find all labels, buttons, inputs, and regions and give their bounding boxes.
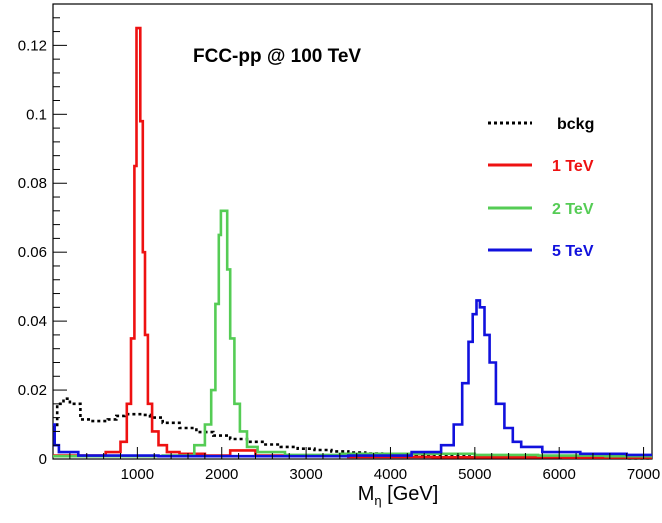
y-tick-label: 0.12 bbox=[18, 37, 47, 54]
x-tick-label: 7000 bbox=[627, 466, 660, 483]
plot-frame bbox=[52, 3, 653, 460]
legend-label-2tev: 2 TeV bbox=[552, 201, 594, 218]
x-axis-label: Mη [GeV] bbox=[358, 483, 439, 508]
series-layer bbox=[53, 26, 652, 460]
x-tick-label: 4000 bbox=[374, 466, 407, 483]
y-tick-label: 0.02 bbox=[18, 382, 47, 399]
y-tick-label: 0.1 bbox=[26, 106, 47, 123]
y-tick-label: 0.08 bbox=[18, 175, 47, 192]
legend-label-1tev: 1 TeV bbox=[552, 158, 594, 175]
x-tick-label: 2000 bbox=[205, 466, 238, 483]
series-line-2-tev bbox=[53, 209, 652, 458]
series-line-5-tev bbox=[53, 299, 652, 458]
x-tick-label: 6000 bbox=[543, 466, 576, 483]
y-tick-label: 0.06 bbox=[18, 244, 47, 261]
y-tick-label: 0.04 bbox=[18, 313, 47, 330]
x-tick-label: 1000 bbox=[121, 466, 154, 483]
legend-label-5tev: 5 TeV bbox=[552, 243, 594, 260]
y-tick-label: 0 bbox=[39, 451, 47, 468]
x-axis-label-sub: η bbox=[374, 493, 381, 508]
x-tick-label: 3000 bbox=[289, 466, 322, 483]
x-tick-label: 5000 bbox=[458, 466, 491, 483]
legend-label-bckg: bckg bbox=[557, 116, 594, 133]
chart-title: FCC-pp @ 100 TeV bbox=[193, 46, 361, 67]
x-axis-label-unit: [GeV] bbox=[382, 483, 439, 505]
axis-layer: 1000 2000 3000 4000 5000 6000 7000 0 0.02 0.04 0.0… bbox=[18, 17, 660, 483]
series-line-bckg bbox=[53, 397, 652, 460]
x-axis-label-main: M bbox=[358, 483, 375, 505]
legend: bckg 1 TeV 2 TeV 5 TeV bbox=[488, 116, 594, 260]
